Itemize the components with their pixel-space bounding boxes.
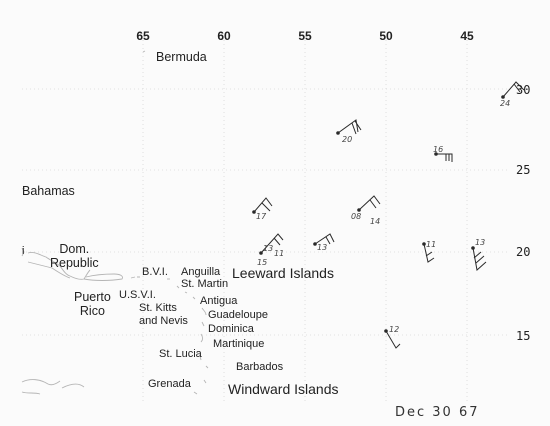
place-label-bvi: B.V.I. (142, 266, 168, 278)
place-label-bermuda: Bermuda (156, 50, 207, 64)
graticule (22, 40, 510, 402)
wind-barb-1 (501, 81, 525, 99)
place-label-antigua: Antigua (200, 295, 238, 307)
observation-label: 24 (500, 99, 511, 108)
place-label-barbados: Barbados (236, 361, 284, 373)
wind-barb-3 (434, 152, 453, 162)
observation-label: 11 (274, 249, 285, 258)
coast-windward (193, 355, 209, 395)
place-label-grenada: Grenada (148, 378, 191, 390)
latitude-label-15: 15 (516, 329, 531, 343)
longitude-label-65: 65 (136, 29, 150, 43)
observation-label: 13 (263, 244, 274, 253)
latitude-label-25: 25 (516, 163, 531, 177)
coast-bermuda (142, 50, 146, 53)
coast-hispaniola (27, 252, 91, 280)
observation-label: 16 (433, 145, 444, 154)
place-label-edge: i (22, 245, 25, 257)
coast-vi (130, 276, 140, 279)
wind-barb-5 (357, 195, 381, 212)
place-label-dominica: Dominica (208, 323, 254, 335)
region-label-leeward-islands: Leeward Islands (232, 265, 334, 281)
place-label-anguilla: Anguilla (181, 266, 221, 278)
observation-label: 20 (342, 135, 353, 144)
longitude-label-55: 55 (298, 29, 312, 43)
coast-puerto-rico (83, 273, 123, 281)
place-label-bahamas: Bahamas (22, 184, 75, 198)
coastlines (21, 50, 209, 395)
place-label-puerto-rico: Puerto Rico (74, 290, 111, 319)
observation-label: 12 (389, 325, 400, 334)
wind-barb-10 (384, 329, 401, 349)
longitude-label-45: 45 (460, 29, 474, 43)
place-label-st-kitts-and-nevis: St. Kitts and Nevis (139, 302, 188, 327)
date-annotation: Dec 30 67 (395, 405, 480, 420)
coast-hispaniola-south (27, 261, 71, 279)
place-label-st-martin: St. Martin (181, 278, 229, 290)
place-label-usvi: U.S.V.I. (119, 289, 156, 301)
observation-label: 15 (257, 258, 268, 267)
coast-west-edge (21, 247, 25, 257)
observation-label: 13 (317, 243, 328, 252)
wind-barb-4 (252, 197, 273, 214)
coast-leeward (176, 285, 207, 343)
observation-label: 08 (351, 212, 362, 221)
latitude-label-30: 30 (516, 83, 531, 97)
observation-label: 17 (256, 212, 267, 221)
wind-barb-2 (336, 119, 362, 135)
longitude-label-60: 60 (217, 29, 231, 43)
place-label-dominican-republic: Dom. Republic (50, 242, 99, 271)
wind-barbs (252, 81, 525, 349)
observation-label: 11 (426, 240, 437, 249)
observation-label: 13 (475, 238, 486, 247)
wind-barb-7 (313, 233, 335, 246)
latitude-label-20: 20 (516, 245, 531, 259)
longitude-label-50: 50 (379, 29, 393, 43)
region-label-windward-islands: Windward Islands (228, 381, 339, 397)
place-label-guadeloupe: Guadeloupe (208, 309, 268, 321)
coast-south-america (21, 379, 85, 389)
wind-barb-6 (259, 233, 284, 255)
place-label-martinique: Martinique (213, 338, 265, 350)
wind-barb-8 (422, 242, 435, 263)
observation-label: 14 (370, 217, 381, 226)
place-label-st-lucia: St. Lucia (159, 348, 202, 360)
coast-south-america-2 (21, 391, 41, 395)
wind-barb-9 (471, 246, 487, 271)
coast-bahamas (21, 187, 26, 190)
